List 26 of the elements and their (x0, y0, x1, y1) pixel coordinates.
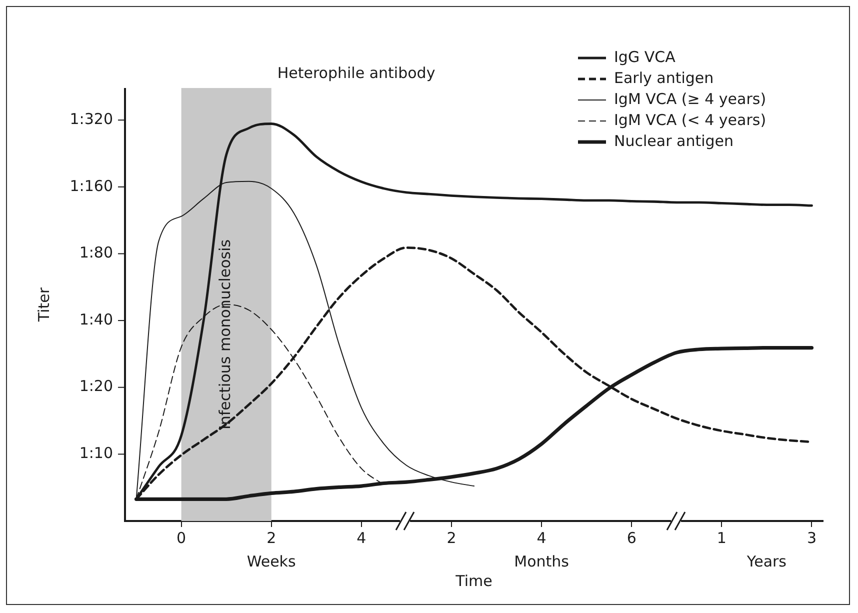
x-axis-title: Time (454, 572, 492, 590)
x-tick-label: 0 (176, 528, 186, 547)
text: 1:160 (70, 176, 113, 195)
x-tick-label: 2 (266, 528, 276, 547)
legend-label: Nuclear antigen (614, 132, 734, 150)
text: Weeks (246, 552, 296, 570)
legend-label: Early antigen (614, 68, 714, 87)
text: 1:80 (79, 244, 113, 262)
text: 1:320 (70, 110, 113, 128)
text: 1:40 (79, 310, 113, 328)
x-tick-label: 3 (806, 528, 817, 547)
y-axis-title: Titer (34, 286, 53, 323)
band-label: Infectious mononucleosis (216, 239, 234, 430)
text: 1:20 (79, 377, 113, 396)
text: Months (514, 552, 570, 570)
text: 1:10 (79, 444, 113, 462)
text: Heterophile antibody (277, 64, 436, 82)
x-tick-label: 6 (626, 528, 636, 547)
x-tick-label: 4 (356, 528, 366, 547)
text: Years (746, 552, 787, 570)
x-tick-label: 1 (716, 528, 726, 547)
legend-label: IgM VCA (≥ 4 years) (614, 90, 766, 108)
x-tick-label: 4 (536, 528, 546, 547)
legend-label: IgM VCA (< 4 years) (614, 110, 766, 129)
x-tick-label: 2 (446, 528, 456, 547)
legend-label: IgG VCA (614, 48, 676, 66)
